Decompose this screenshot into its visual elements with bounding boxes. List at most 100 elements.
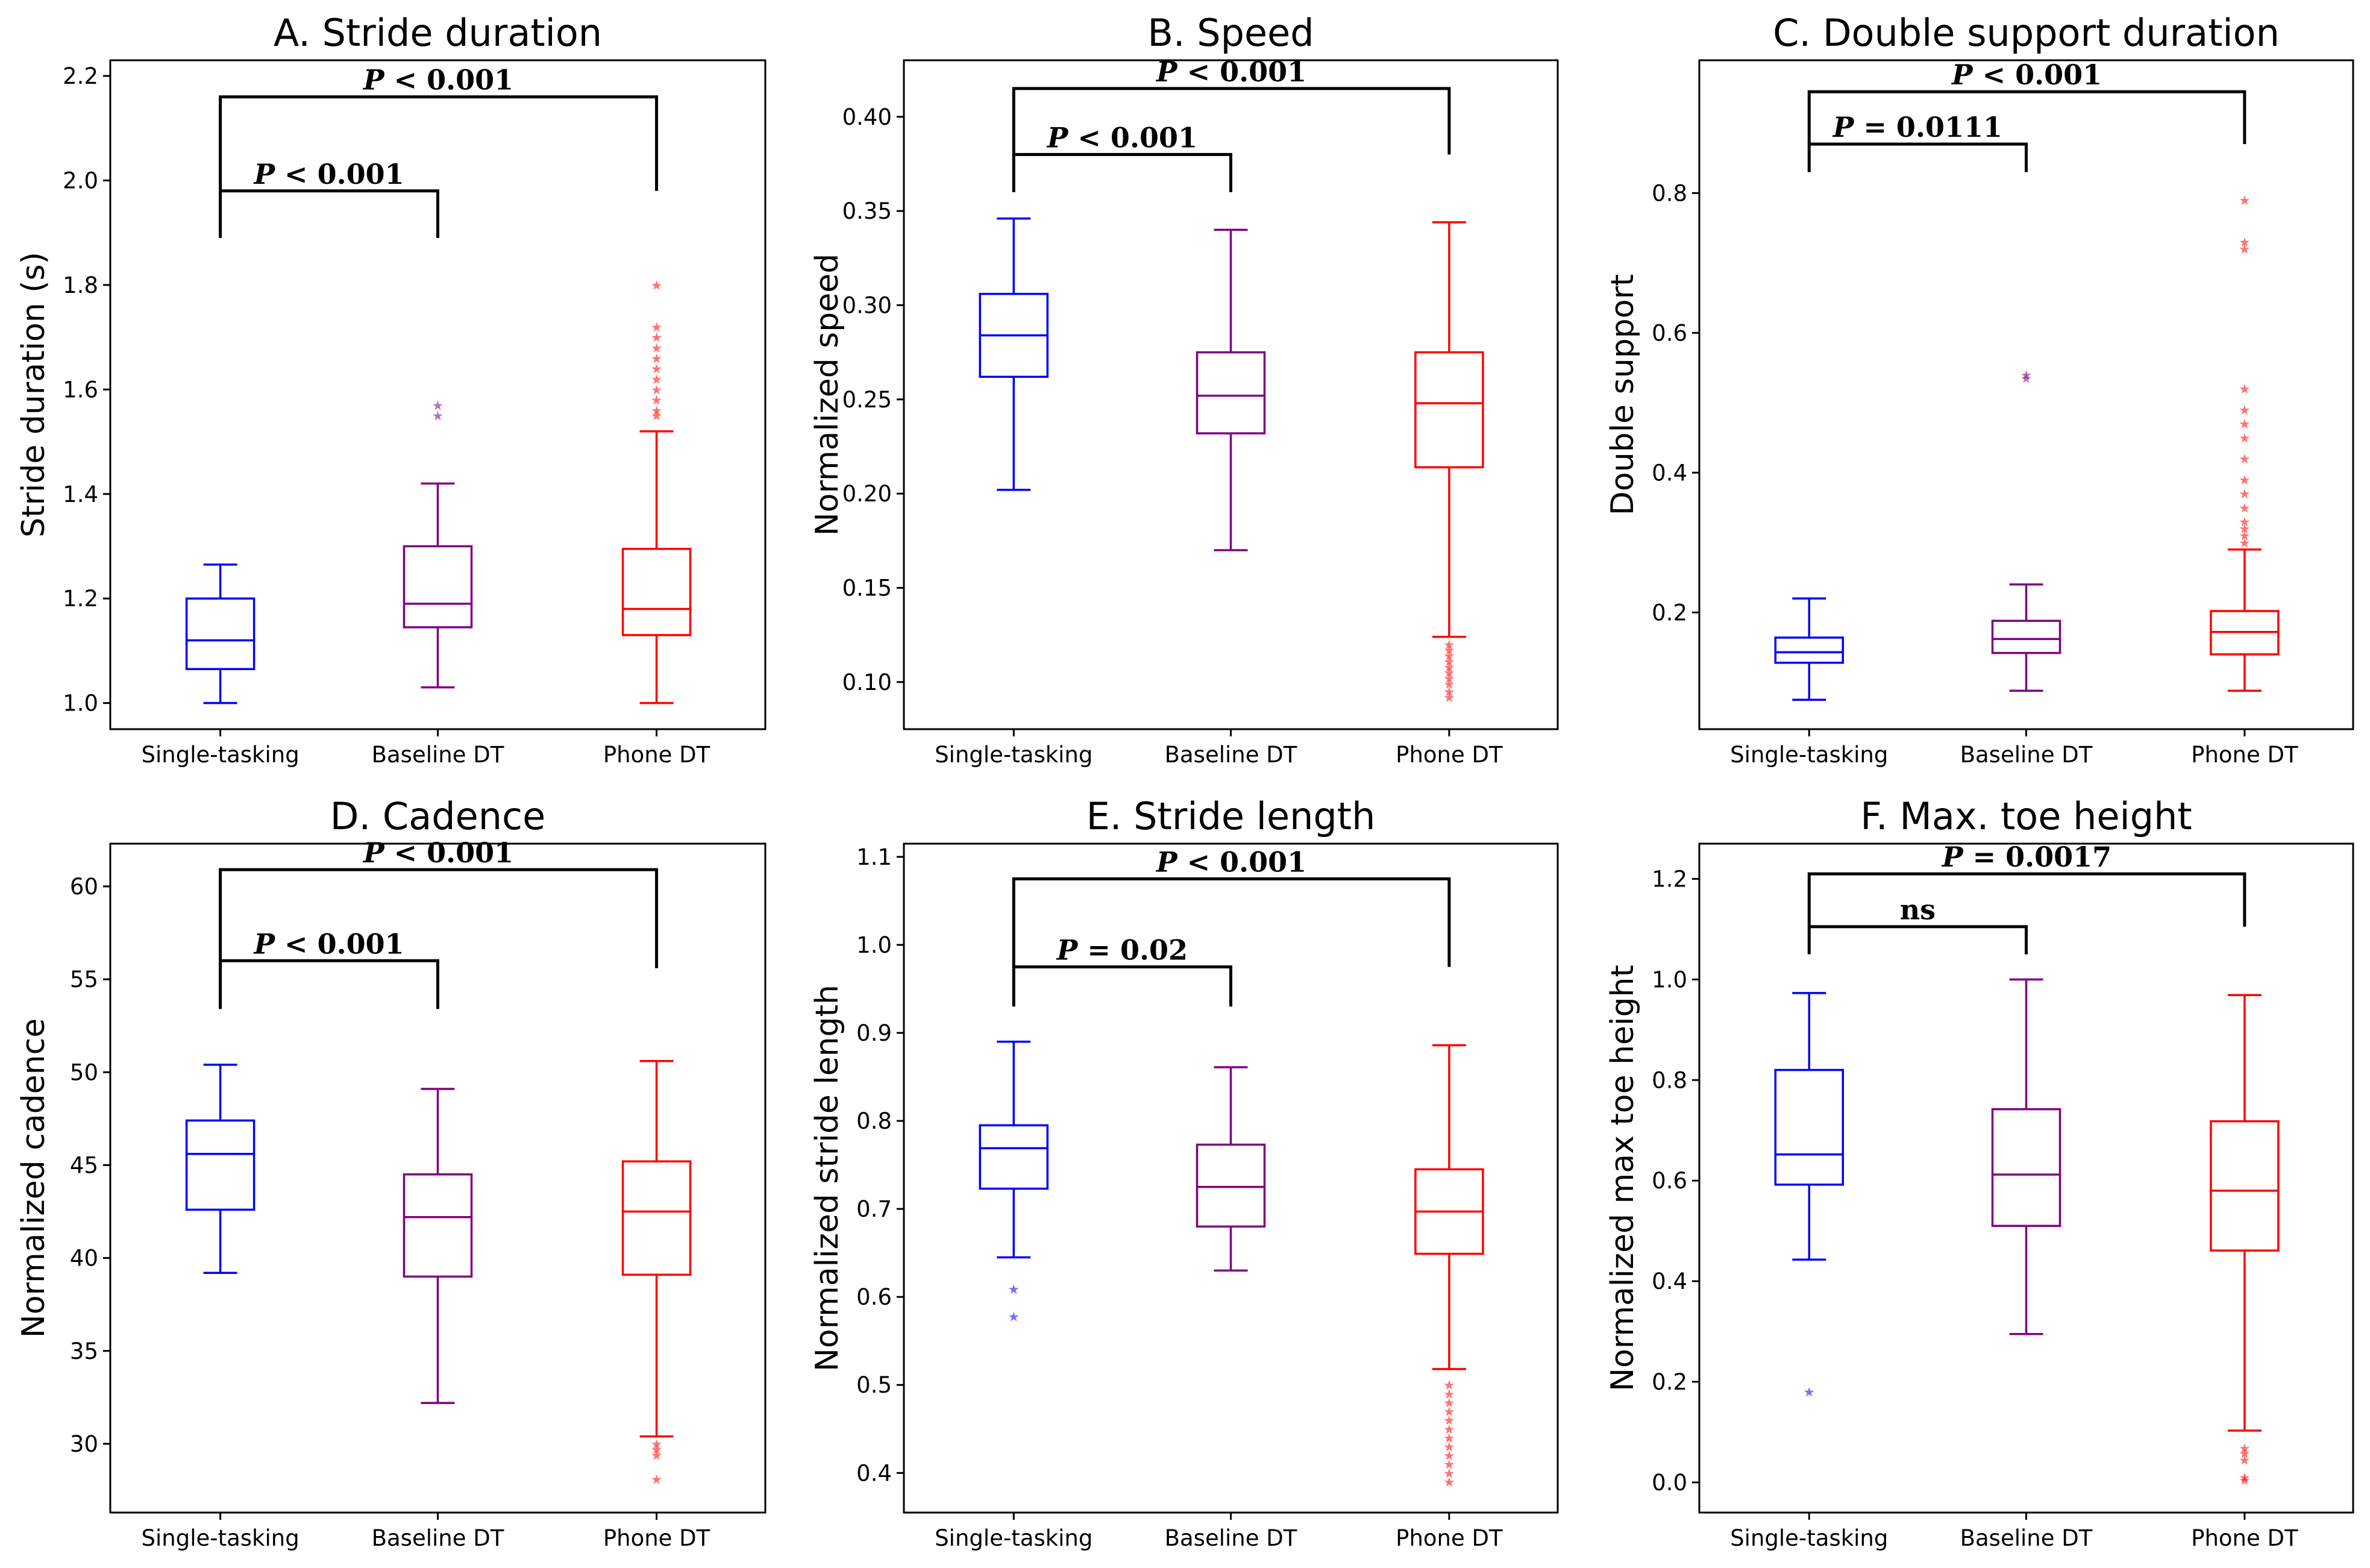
panel-b-comparison-1-bracket [1012, 152, 1232, 192]
panel-a-comparison-1-label-p: P [252, 158, 275, 190]
panel-e-phone-dt-outlier: ★ [1443, 1449, 1455, 1464]
panel-d-ytick-label: 55 [70, 967, 98, 993]
panel-c-comparison-1-label-value: = 0.0111 [1854, 111, 2002, 143]
panel-b-phone-dt-box: ★★★★★★★★★★ [1414, 221, 1484, 706]
panel-b-phone-dt-iqr-rect [1414, 351, 1484, 469]
panel-f-phone-dt-outlier: ★ [2239, 1471, 2251, 1486]
panel-d-comparison-2-label-p: P [362, 836, 385, 869]
panel-f-single-tasking-iqr-rect [1774, 1068, 1845, 1186]
panel-f-ytick-label: 0.6 [1652, 1168, 1687, 1194]
panel-b-phone-dt-outlier: ★ [1443, 677, 1455, 692]
panel-f-comparison-1-bracket [1807, 925, 2028, 955]
panel-f-ytick-label: 1.2 [1652, 866, 1687, 892]
panel-a-ytick-label: 1.6 [63, 377, 98, 403]
panel-e-comparison-2-label-p: P [1155, 845, 1178, 878]
panel-b-title: B. Speed [1147, 11, 1314, 55]
panel-e-comparison-2-bracket [1012, 877, 1451, 967]
panel-b-ytick-label: 0.15 [842, 575, 892, 601]
panel-a-phone-dt-outlier: ★ [651, 362, 663, 377]
panel-b-phone-dt-outlier: ★ [1443, 644, 1455, 659]
panel-b-phone-dt-outlier: ★ [1443, 666, 1455, 681]
panel-d-phone-dt-outlier: ★ [651, 1443, 663, 1458]
panel-e-ytick-label: 1.0 [856, 932, 892, 958]
panel-a-comparison-1-label-value: < 0.001 [275, 158, 404, 190]
panel-a-baseline-dt-outlier: ★ [432, 398, 444, 413]
panel-f-comparison-2-bracket [1807, 872, 2246, 927]
panel-e-xtick-label: Single-tasking [935, 1525, 1093, 1551]
panel-d-phone-dt-outlier: ★ [651, 1437, 663, 1452]
panel-e-phone-dt-box: ★★★★★★★★★★★★ [1414, 1044, 1484, 1490]
panel-b-ytick-label: 0.25 [842, 387, 892, 413]
panel-e-phone-dt-outlier: ★ [1443, 1414, 1455, 1429]
panel-d-ytick-label: 50 [70, 1059, 98, 1085]
panel-b-single-tasking-box [979, 217, 1049, 491]
panel-c-comparison-2-bracket [1807, 90, 2246, 145]
panel-e-single-tasking-iqr-rect [979, 1124, 1049, 1190]
panel-e-phone-dt-outlier: ★ [1443, 1378, 1455, 1393]
panel-a-comparison-2-bracket [219, 95, 659, 191]
panel-f-comparison-2-label: P = 0.0017 [1941, 841, 2111, 873]
panel-b-ytick-label: 0.35 [842, 198, 892, 224]
panel-a-ytick-label: 1.8 [63, 272, 98, 298]
panel-f-xtick-label: Baseline DT [1960, 1525, 2093, 1551]
panel-c-phone-dt-outlier: ★ [2239, 382, 2251, 397]
panel-b-comparison-1-label-p: P [1046, 121, 1069, 154]
panel-e-phone-dt-outlier: ★ [1443, 1475, 1455, 1490]
panel-e-phone-dt-outlier: ★ [1443, 1405, 1455, 1420]
panel-b-phone-dt-outlier: ★ [1443, 672, 1455, 687]
panel-f-comparison-2-label-p: P [1941, 841, 1964, 873]
panel-f-comparison-1-label: ns [1900, 894, 1936, 926]
panel-f-phone-dt-outlier: ★ [2239, 1473, 2251, 1488]
panel-b-phone-dt-outlier: ★ [1443, 685, 1455, 700]
panel-e-phone-dt-outlier: ★ [1443, 1458, 1455, 1473]
panel-b-comparison-2-label-p: P [1155, 55, 1178, 88]
panel-d-ytick-label: 30 [70, 1431, 98, 1457]
panel-f-title: F. Max. toe height [1860, 794, 2192, 838]
panel-e-baseline-dt-iqr-rect [1196, 1143, 1266, 1228]
panel-c-single-tasking-box [1774, 597, 1845, 701]
panel-f-phone-dt-outlier: ★ [2239, 1441, 2251, 1457]
panel-a-ytick-label: 1.0 [63, 691, 98, 717]
panel-c-comparison-1: P = 0.0111 [1807, 111, 2028, 172]
panel-a-single-tasking-box [185, 563, 255, 704]
panel-e-phone-dt-outlier: ★ [1443, 1387, 1455, 1402]
panel-a-baseline-dt-outlier: ★ [432, 409, 444, 424]
panel-e: E. Stride length Normalized stride length… [809, 794, 1559, 1551]
panel-b-comparison-1-label-value: < 0.001 [1068, 121, 1197, 154]
panel-d-xtick-label: Phone DT [603, 1525, 710, 1551]
panel-b-ytick-label: 0.20 [842, 481, 892, 507]
panel-d-comparison-1-label-p: P [252, 927, 275, 960]
panel-f-xtick-label: Single-tasking [1730, 1525, 1888, 1551]
panel-f-phone-dt-iqr-rect [2210, 1120, 2280, 1252]
panel-d-ylabel: Normalized cadence [16, 1018, 52, 1338]
panel-c-phone-dt-outlier: ★ [2239, 501, 2251, 516]
panel-c-xtick-label: Single-tasking [1730, 742, 1888, 768]
panel-c-comparison-1-label: P = 0.0111 [1832, 111, 2002, 143]
panel-f: F. Max. toe height Normalized max toe hei… [1605, 794, 2354, 1551]
panel-a-phone-dt-iqr-rect [621, 548, 692, 636]
panel-e-ytick-label: 0.4 [856, 1460, 892, 1486]
panel-e-single-tasking-outlier: ★ [1008, 1309, 1020, 1325]
panel-c-phone-dt-outlier: ★ [2239, 487, 2251, 502]
panel-b-phone-dt-outlier: ★ [1443, 649, 1455, 664]
panel-e-comparison-1-label-value: = 0.02 [1077, 933, 1188, 966]
panel-e-comparison-1: P = 0.02 [1012, 933, 1232, 1007]
panel-b-comparison-2-label-value: < 0.001 [1177, 55, 1307, 88]
panel-a-baseline-dt-box: ★★ [403, 398, 473, 689]
panel-b-ytick-label: 0.40 [842, 104, 892, 130]
panel-f-single-tasking-outlier: ★ [1803, 1385, 1815, 1400]
panel-f-comparison-2: P = 0.0017 [1807, 841, 2246, 927]
panel-b-phone-dt-outlier: ★ [1443, 660, 1455, 676]
panel-b-phone-dt-outlier: ★ [1443, 638, 1455, 653]
panel-a-comparison-1-bracket [219, 189, 439, 238]
panel-e-baseline-dt-box [1196, 1066, 1266, 1272]
panel-c-phone-dt-outlier: ★ [2239, 522, 2251, 537]
panel-c-phone-dt-outlier: ★ [2239, 417, 2251, 432]
panel-b-comparison-2: P < 0.001 [1012, 55, 1451, 155]
panel-e-comparison-2-label: P < 0.001 [1155, 845, 1306, 878]
panel-c-phone-dt-outlier: ★ [2239, 236, 2251, 251]
panel-a-ytick-label: 1.2 [63, 586, 98, 612]
panel-d-phone-dt-box: ★★★★ [621, 1060, 692, 1488]
panel-c-ylabel: Double support [1605, 274, 1641, 515]
panel-d-ytick-label: 45 [70, 1152, 98, 1178]
